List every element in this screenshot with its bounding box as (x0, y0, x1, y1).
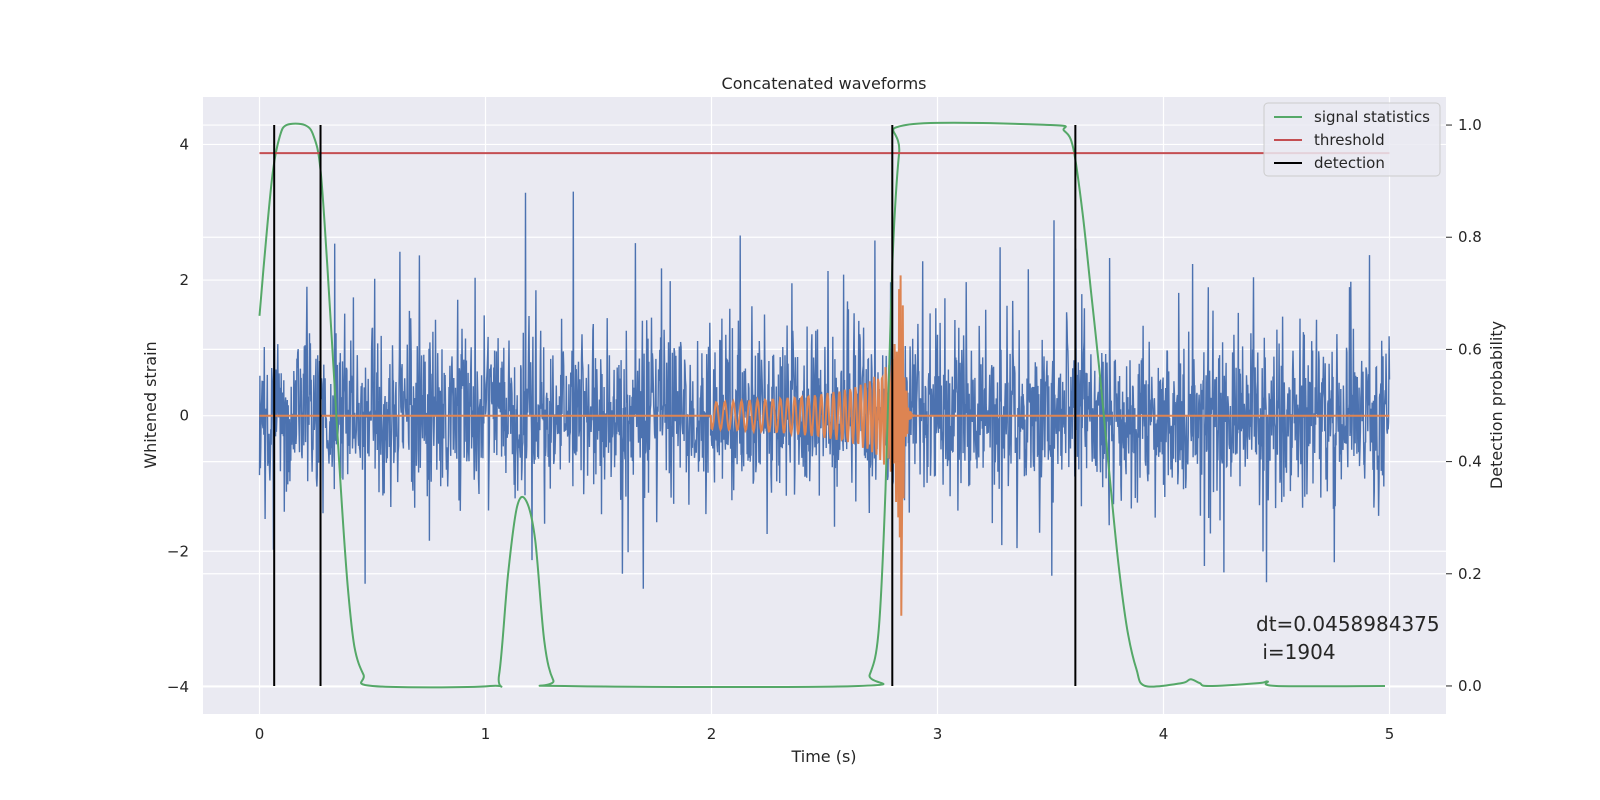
legend: signal statistics threshold detection (1263, 102, 1441, 177)
x-tick-label: 4 (1159, 725, 1169, 743)
y-right-tick-label: 0.8 (1458, 228, 1482, 246)
y-left-tick-label: 2 (179, 271, 189, 289)
x-axis-label: Time (s) (790, 747, 856, 766)
y-left-axis-label: Whitened strain (141, 341, 160, 468)
y-left-tick-label: −2 (167, 542, 189, 560)
chirp-series (259, 275, 1390, 616)
strain-series (258, 191, 1391, 589)
legend-label-signal-statistics: signal statistics (1314, 108, 1430, 126)
y-right-tick-label: 1.0 (1458, 116, 1482, 134)
y-left-tick-label: 0 (179, 407, 189, 425)
signal-statistics-line (258, 121, 1386, 689)
legend-box (1263, 102, 1441, 177)
detection-series (273, 125, 1077, 686)
chirp-line (259, 275, 1390, 616)
chart-title: Concatenated waveforms (722, 74, 927, 93)
y-right-tick-label: 0.2 (1458, 565, 1482, 583)
legend-label-detection: detection (1314, 154, 1385, 172)
legend-label-threshold: threshold (1314, 131, 1385, 149)
signal-statistics-series (258, 121, 1386, 689)
x-tick-label: 1 (481, 725, 491, 743)
x-tick-label: 0 (255, 725, 265, 743)
annotation-index: i=1904 (1256, 640, 1336, 664)
x-tick-label: 3 (933, 725, 943, 743)
x-tick-label: 2 (707, 725, 717, 743)
annotation-dt: dt=0.0458984375 (1256, 612, 1440, 636)
axis-ticks: 0 1 2 3 4 5 −4 −2 0 2 4 0.0 0.2 0.4 0.6 0.8 1.0 (167, 116, 1482, 743)
y-left-tick-label: −4 (167, 678, 189, 696)
y-left-tick-label: 4 (179, 135, 189, 153)
y-right-tick-label: 0.4 (1458, 453, 1482, 471)
y-right-axis-label: Detection probability (1487, 321, 1506, 489)
y-right-tick-label: 0.6 (1458, 340, 1482, 358)
strain-line (258, 191, 1391, 589)
x-tick-label: 5 (1385, 725, 1395, 743)
y-right-tick-label: 0.0 (1458, 677, 1482, 695)
